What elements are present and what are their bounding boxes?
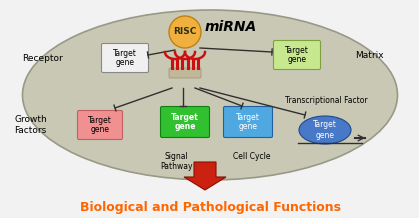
Text: Biological and Pathological Functions: Biological and Pathological Functions bbox=[80, 201, 341, 213]
FancyBboxPatch shape bbox=[274, 41, 321, 70]
Text: Cell Cycle: Cell Cycle bbox=[233, 152, 271, 161]
Text: miRNA: miRNA bbox=[205, 20, 257, 34]
Text: Target
gene: Target gene bbox=[236, 113, 260, 131]
Text: Target
gene: Target gene bbox=[171, 113, 199, 131]
FancyBboxPatch shape bbox=[223, 107, 272, 138]
Ellipse shape bbox=[299, 116, 351, 144]
FancyBboxPatch shape bbox=[101, 44, 148, 73]
FancyBboxPatch shape bbox=[169, 68, 201, 78]
Text: Target
gene: Target gene bbox=[113, 49, 137, 67]
Ellipse shape bbox=[23, 10, 398, 180]
Text: Target
gene: Target gene bbox=[88, 116, 112, 134]
FancyBboxPatch shape bbox=[78, 111, 122, 140]
Text: Growth
Factors: Growth Factors bbox=[14, 115, 47, 135]
FancyBboxPatch shape bbox=[160, 107, 210, 138]
Circle shape bbox=[169, 16, 201, 48]
Text: RISC: RISC bbox=[173, 27, 197, 36]
Text: Matrix: Matrix bbox=[355, 51, 384, 60]
FancyArrow shape bbox=[184, 162, 226, 190]
Text: Target
gene: Target gene bbox=[285, 46, 309, 64]
Text: Signal
Pathway: Signal Pathway bbox=[160, 152, 192, 171]
Text: Target
gene: Target gene bbox=[313, 120, 337, 140]
Text: Transcriptional Factor: Transcriptional Factor bbox=[285, 95, 367, 104]
Text: Receptor: Receptor bbox=[22, 53, 63, 63]
